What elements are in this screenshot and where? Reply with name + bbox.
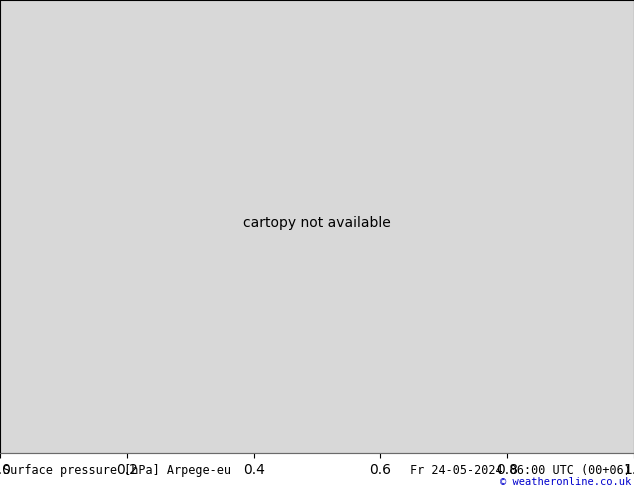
Text: Surface pressure [hPa] Arpege-eu: Surface pressure [hPa] Arpege-eu: [3, 464, 231, 477]
Text: cartopy not available: cartopy not available: [243, 216, 391, 230]
Text: Fr 24-05-2024 06:00 UTC (00+06): Fr 24-05-2024 06:00 UTC (00+06): [410, 464, 631, 477]
Text: © weatheronline.co.uk: © weatheronline.co.uk: [500, 477, 631, 487]
